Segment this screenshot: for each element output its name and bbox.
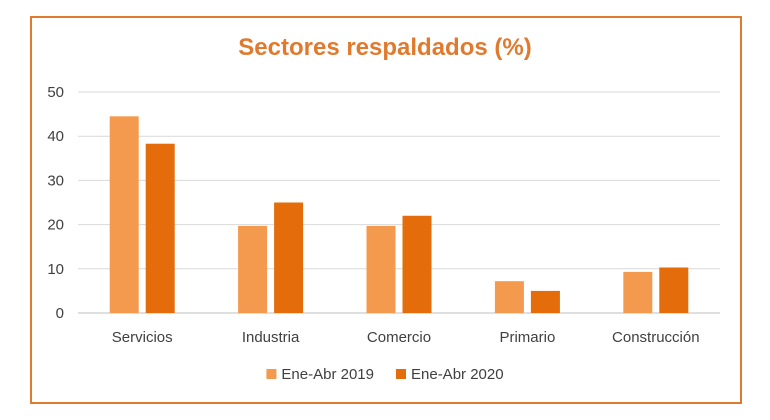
- bar-series1: [109, 116, 139, 313]
- y-tick-label: 0: [56, 305, 64, 322]
- legend-swatch: [266, 369, 277, 379]
- y-axis: 0 10 20 30 40 50: [47, 84, 64, 322]
- y-tick-label: 20: [47, 217, 64, 234]
- bar-series1: [494, 281, 524, 313]
- x-category-label: Primario: [499, 329, 555, 346]
- legend-swatch: [396, 369, 406, 379]
- bar-series1: [623, 271, 653, 313]
- legend-label: Ene-Abr 2019: [281, 366, 374, 383]
- bar-series2: [274, 202, 304, 313]
- bar-series2: [145, 143, 175, 313]
- bar-series2: [402, 215, 432, 313]
- x-category-label: Industria: [242, 329, 300, 346]
- y-tick-label: 30: [47, 172, 64, 189]
- legend-item: Ene-Abr 2020: [396, 366, 504, 383]
- bar-series1: [238, 225, 268, 313]
- legend-item: Ene-Abr 2019: [266, 366, 374, 383]
- legend-label: Ene-Abr 2020: [411, 366, 504, 383]
- y-tick-label: 10: [47, 261, 64, 278]
- bar-series2: [530, 290, 560, 313]
- x-category-label: Comercio: [367, 329, 431, 346]
- y-tick-label: 50: [47, 84, 64, 101]
- x-axis: Servicios Industria Comercio Primario Constr…: [112, 329, 700, 346]
- x-category-label: Servicios: [112, 329, 173, 346]
- chart-title: Sectores respaldados (%): [238, 34, 532, 61]
- legend: Ene-Abr 2019 Ene-Abr 2020: [266, 366, 504, 383]
- bar-series1: [366, 225, 396, 313]
- bars: [109, 116, 689, 313]
- x-category-label: Construcción: [612, 329, 700, 346]
- gridlines: [78, 91, 720, 314]
- bar-series2: [659, 267, 689, 313]
- y-tick-label: 40: [47, 128, 64, 145]
